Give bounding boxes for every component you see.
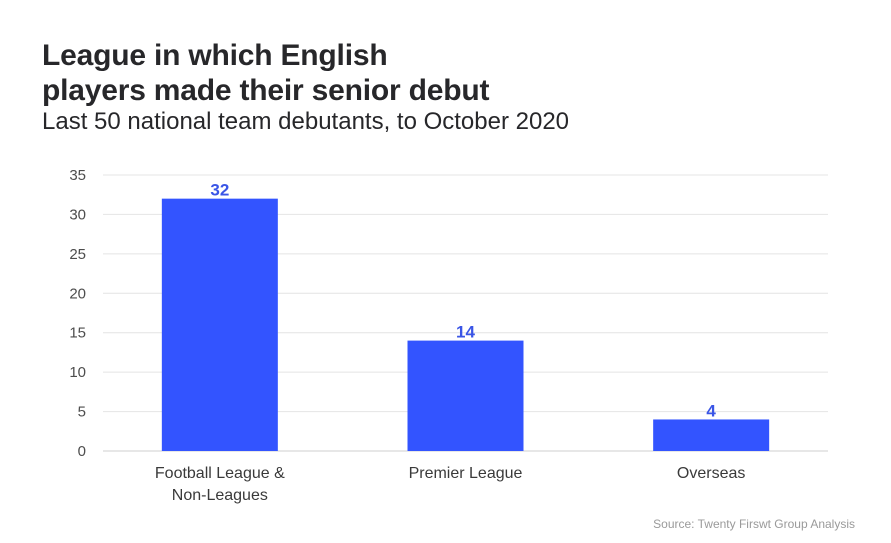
chart-subtitle: Last 50 national team debutants, to Octo… — [42, 108, 570, 135]
chart-title-line-1: League in which English — [42, 39, 388, 72]
x-tick-label: Football League & — [155, 465, 285, 482]
x-tick-label: Overseas — [677, 465, 745, 482]
y-tick-label: 25 — [69, 246, 86, 263]
chart-title: League in which English players made the… — [42, 38, 489, 108]
data-label: 14 — [456, 323, 475, 342]
data-label: 4 — [706, 401, 716, 420]
y-tick-label: 5 — [78, 404, 86, 421]
bar — [161, 198, 278, 451]
y-tick-label: 30 — [69, 206, 86, 223]
y-tick-label: 35 — [69, 167, 86, 184]
source-note: Source: Twenty Firswt Group Analysis — [653, 517, 855, 531]
x-tick-label: Non-Leagues — [172, 487, 268, 504]
bar — [653, 419, 770, 451]
y-tick-label: 15 — [69, 325, 86, 342]
y-tick-label: 0 — [78, 443, 86, 460]
data-label: 32 — [210, 181, 229, 200]
chart-title-line-2: players made their senior debut — [42, 74, 490, 107]
bar — [407, 340, 524, 451]
x-tick-label: Premier League — [409, 465, 523, 482]
y-tick-label: 10 — [69, 364, 86, 381]
y-tick-label: 20 — [69, 285, 86, 302]
